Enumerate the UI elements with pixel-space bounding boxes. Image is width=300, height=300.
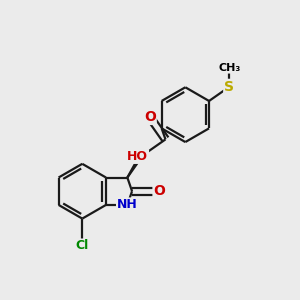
- Text: NH: NH: [117, 198, 138, 212]
- Text: O: O: [154, 184, 165, 198]
- Text: Cl: Cl: [76, 239, 89, 253]
- Text: S: S: [224, 80, 234, 94]
- Text: HO: HO: [127, 150, 148, 163]
- Text: CH₃: CH₃: [218, 63, 240, 73]
- Text: O: O: [144, 110, 156, 124]
